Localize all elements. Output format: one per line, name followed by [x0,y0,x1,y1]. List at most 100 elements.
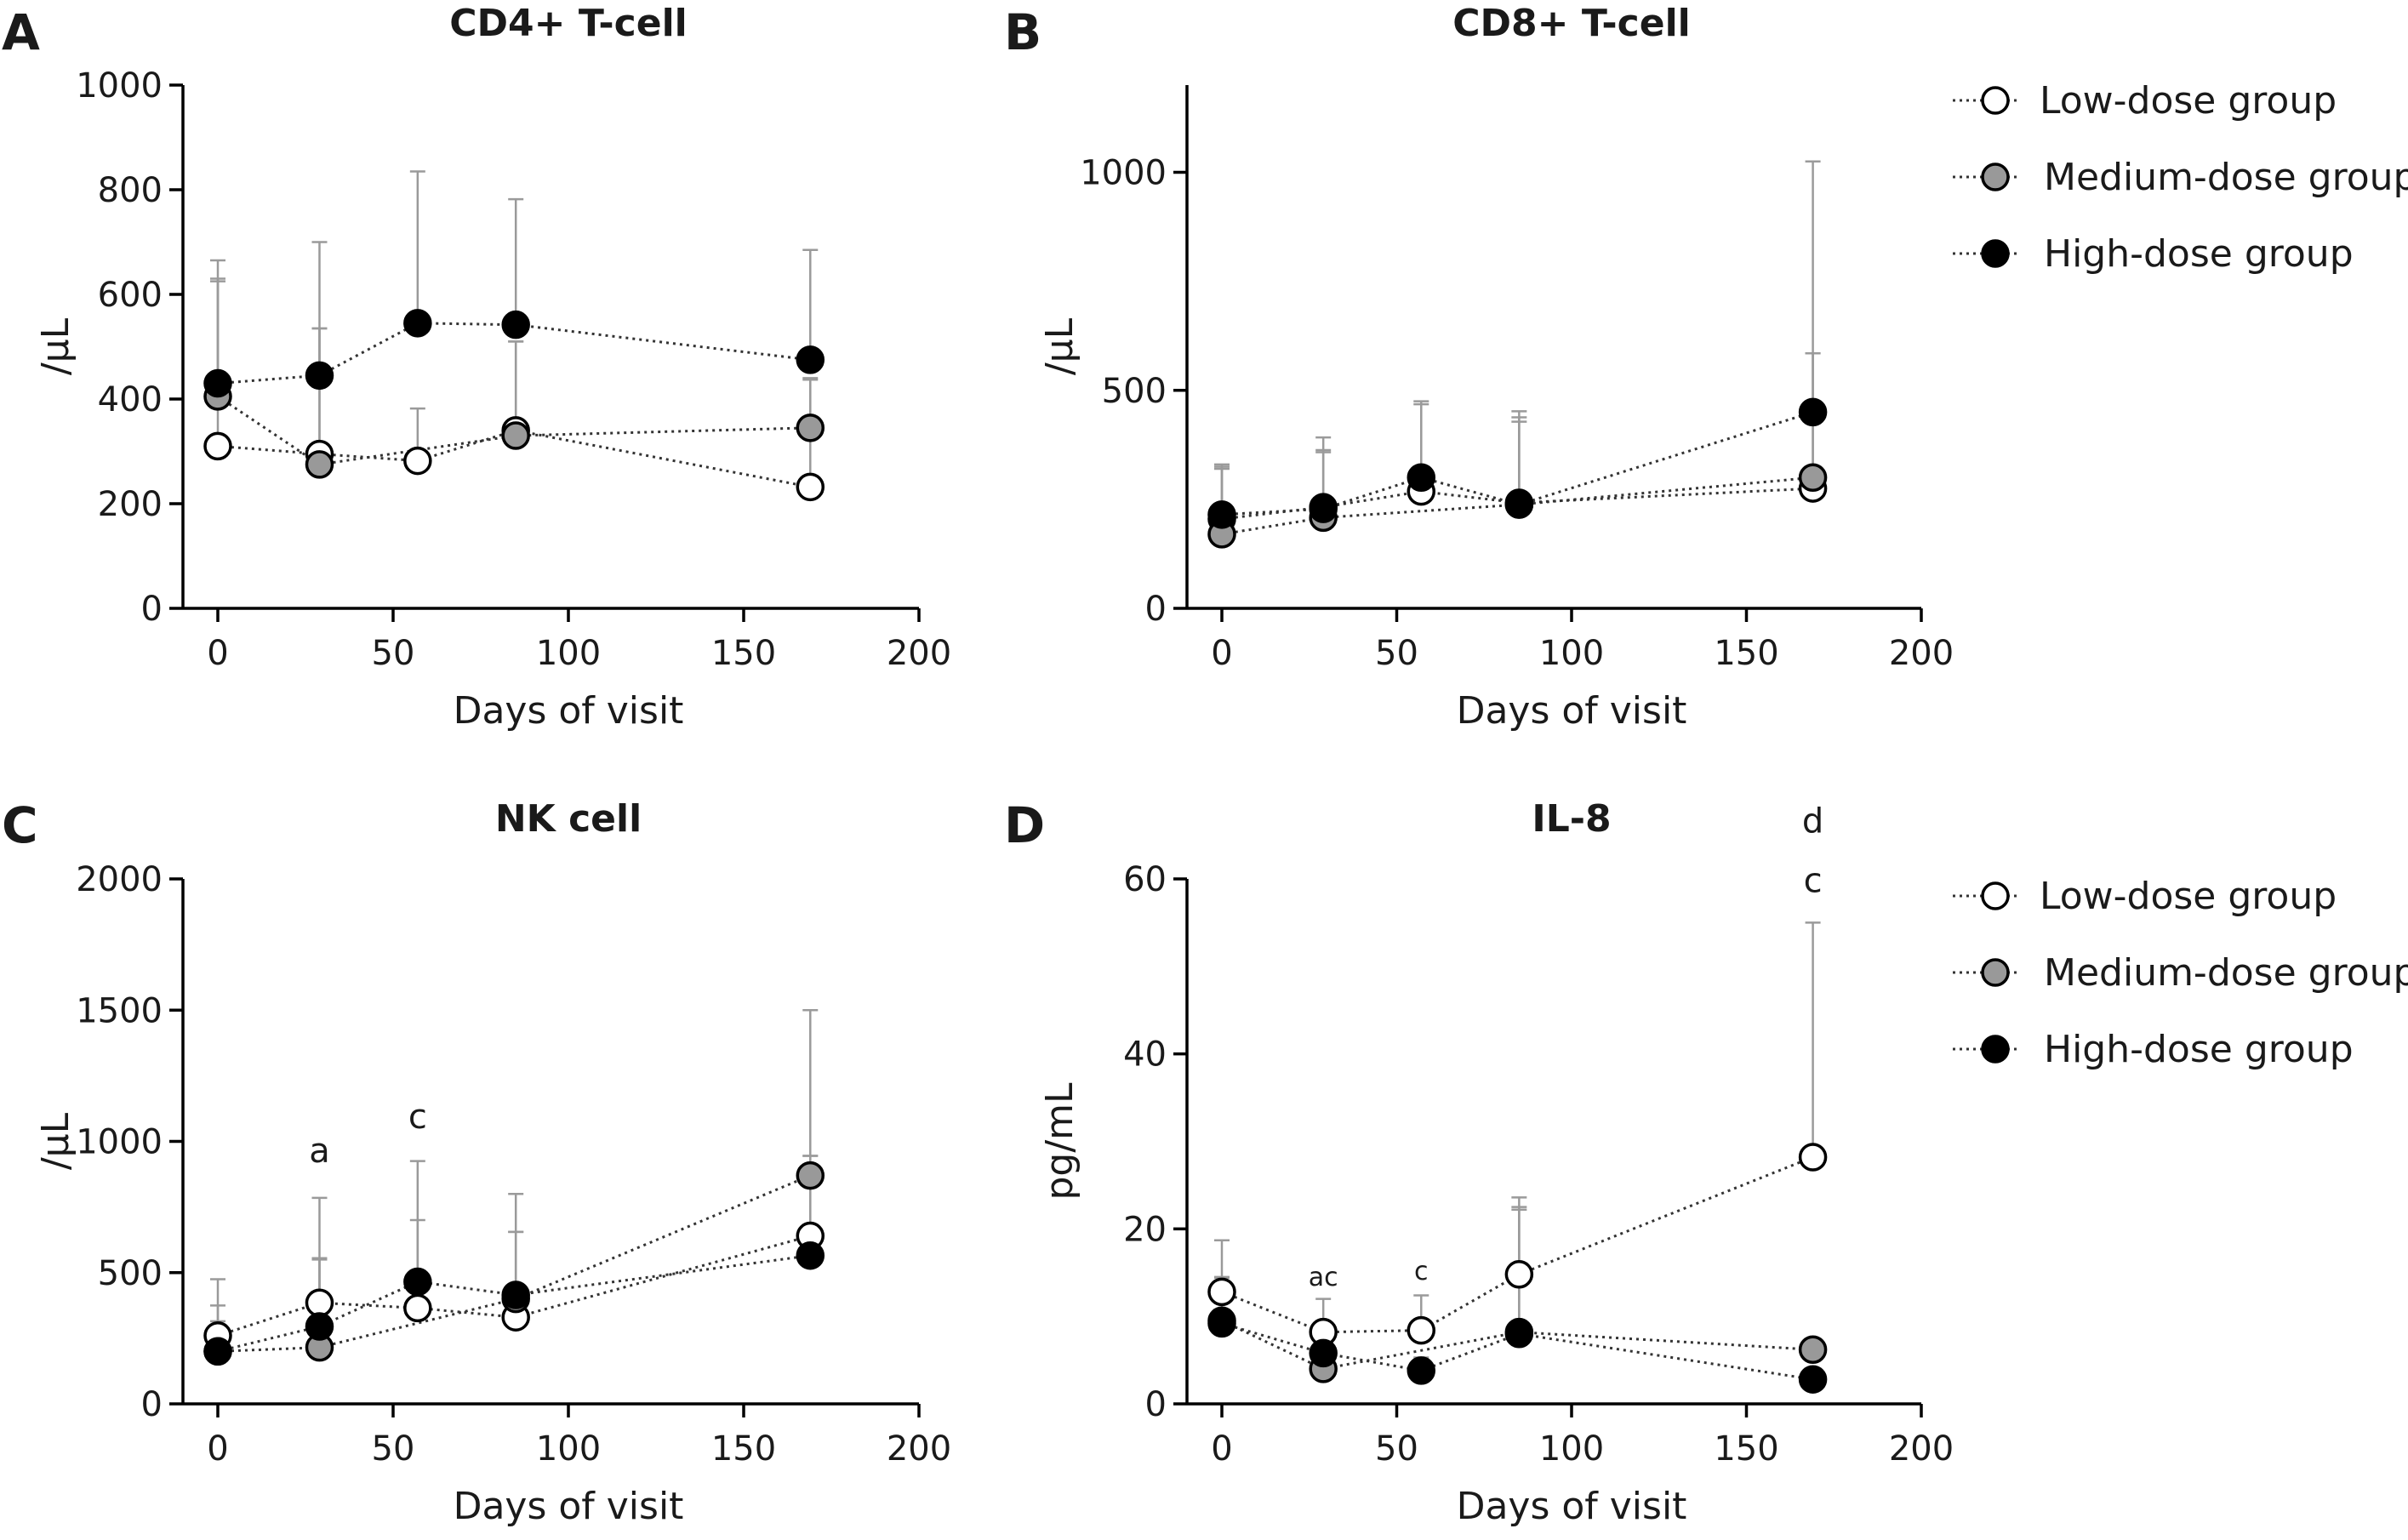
data-point-low [203,431,232,461]
data-point-high [1207,1309,1236,1338]
legend-label-medium: Medium-dose group [2044,156,2408,199]
panel-letter: C [2,796,38,854]
data-point-low [1504,1260,1534,1289]
legend-label-high: High-dose group [2044,232,2354,276]
x-tick-label: 150 [1714,1429,1778,1469]
data-point-low [1407,1315,1436,1345]
x-tick-label: 200 [887,634,951,673]
x-tick-label: 200 [1889,1429,1954,1469]
legend-item-low: Low-dose group [1953,79,2337,123]
legend-label-high: High-dose group [2044,1028,2354,1071]
legend-item-low: Low-dose group [1953,875,2337,918]
significance-label: c [1414,1257,1429,1286]
y-tick-label: 1000 [1080,154,1167,193]
legend-label-low: Low-dose group [2040,79,2337,123]
data-point-high [1504,1319,1534,1349]
x-tick-label: 0 [1211,1429,1232,1469]
x-tick-label: 50 [372,1429,415,1469]
data-point-high [203,368,232,398]
data-point-high [1504,490,1534,519]
data-point-high [305,1312,334,1341]
y-tick-label: 1000 [76,1123,163,1162]
panel-b: B CD8+ T-cell 0 500 1000 0 50 100 150 200 Days of … [1004,2,1954,733]
data-point-medium [796,1161,825,1190]
panel-c: C NK cell 0 500 1000 1500 2000 0 50 100 150 200 Days… [2,796,951,1528]
series-line-medium [217,1174,811,1353]
x-tick-label: 0 [207,1429,228,1469]
y-tick-label: 0 [1145,1385,1167,1424]
series-line-low [217,429,811,488]
panel-title: IL-8 [1532,797,1611,841]
data-point-low [796,472,825,502]
y-tick-label: 600 [98,276,163,315]
panel-title: CD4+ T-cell [449,2,688,45]
significance-label: d [1802,801,1823,841]
y-tick-label: 500 [98,1254,163,1293]
y-axis-title: /μL [34,317,77,375]
data-point-high [1407,463,1436,492]
data-point-high [1798,1365,1828,1394]
y-axis-title: /μL [1038,317,1081,375]
y-tick-label: 400 [98,380,163,419]
x-tick-label: 150 [1714,634,1778,673]
data-point-high [501,1280,530,1309]
data-point-medium [1798,463,1828,492]
y-tick-label: 2000 [76,860,163,899]
data-point-medium [501,421,530,450]
data-point-high [1309,1338,1338,1368]
y-tick-label: 500 [1102,372,1167,411]
legend-item-medium: Medium-dose group [1953,156,2408,199]
data-point-high [403,1267,432,1297]
data-point-low [403,1293,432,1323]
significance-label: c [1804,861,1823,900]
x-tick-label: 150 [711,634,776,673]
legend-top: Low-dose group Medium-dose group High-do… [1953,79,2408,276]
data-point-high [1798,397,1828,427]
y-tick-label: 1500 [76,991,163,1030]
y-tick-label: 0 [1145,590,1167,629]
y-tick-label: 800 [98,171,163,210]
panel-d: D IL-8 0 20 40 60 0 50 100 150 200 Days of visit pg/… [1004,796,1954,1528]
x-tick-label: 0 [207,634,228,673]
data-point-high [403,309,432,338]
x-tick-label: 150 [711,1429,776,1469]
panel-letter: B [1004,3,1041,61]
legend-item-high: High-dose group [1953,1028,2354,1071]
panel-letter: A [2,3,40,61]
significance-label: c [408,1098,427,1137]
y-tick-label: 0 [141,1385,163,1424]
series-line-low [1221,1155,1814,1334]
data-point-low [305,1288,334,1317]
data-point-low [1798,1143,1828,1172]
x-tick-label: 100 [536,1429,601,1469]
data-point-low [1207,1277,1236,1307]
y-tick-label: 1000 [76,66,163,106]
significance-label: ac [1309,1263,1338,1292]
legend-label-low: Low-dose group [2040,875,2337,918]
x-tick-label: 50 [372,634,415,673]
significance-label: a [309,1132,330,1171]
x-tick-label: 100 [1539,1429,1604,1469]
data-point-low [403,446,432,476]
data-point-high [1207,500,1236,529]
series-line-medium [1221,1319,1813,1371]
x-tick-label: 50 [1375,634,1418,673]
x-tick-label: 100 [1539,634,1604,673]
y-axis-title: /μL [34,1112,77,1170]
x-axis-title: Days of visit [1457,1485,1687,1528]
data-point-high [203,1337,232,1366]
legend-bottom: Low-dose group Medium-dose group High-do… [1953,875,2408,1071]
data-point-medium [305,450,334,479]
data-point-high [1309,494,1338,523]
x-tick-label: 200 [887,1429,951,1469]
y-tick-label: 60 [1123,860,1167,899]
panel-a: A CD4+ T-cell 0 200 400 600 800 1000 0 50 100 150 20… [2,2,951,733]
x-axis-title: Days of visit [1457,689,1687,733]
y-axis-title: pg/mL [1038,1082,1081,1201]
data-point-high [796,345,825,374]
legend-item-high: High-dose group [1953,232,2354,276]
data-point-high [305,361,334,391]
data-point-medium [796,414,825,442]
